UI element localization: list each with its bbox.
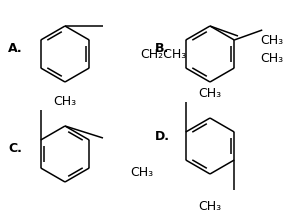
Text: D.: D. (155, 130, 170, 143)
Text: CH₃: CH₃ (54, 95, 76, 108)
Text: CH₃: CH₃ (198, 200, 222, 213)
Text: CH₃: CH₃ (198, 87, 222, 100)
Text: CH₃: CH₃ (130, 165, 153, 178)
Text: CH₃: CH₃ (260, 51, 283, 65)
Text: CH₂CH₃: CH₂CH₃ (140, 48, 186, 60)
Text: CH₃: CH₃ (260, 33, 283, 46)
Text: A.: A. (8, 41, 23, 54)
Text: B.: B. (155, 41, 169, 54)
Text: C.: C. (8, 141, 22, 154)
